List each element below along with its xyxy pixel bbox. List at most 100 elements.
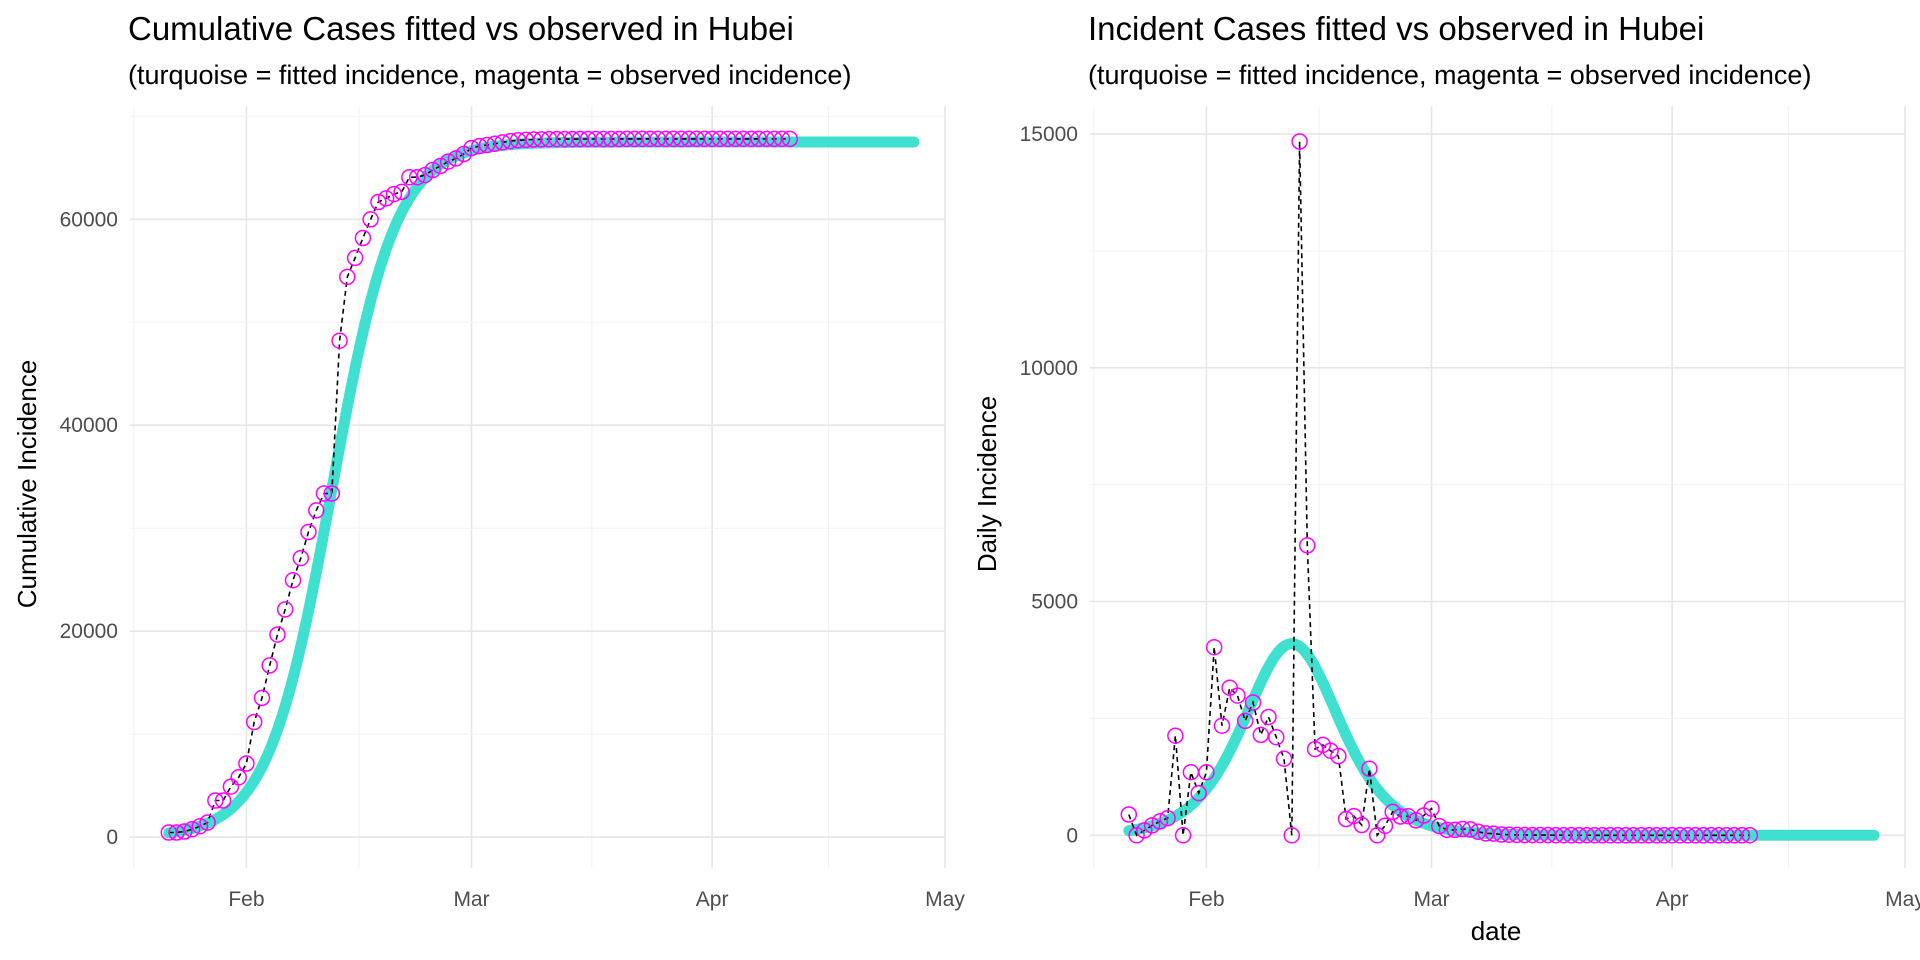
cumulative-panel: Cumulative Cases fitted vs observed in H…: [12, 10, 965, 911]
incident-observed-point: [1120, 806, 1138, 823]
cumulative-y-tick-label: 60000: [60, 208, 118, 231]
cumulative-observed-point: [401, 168, 418, 186]
incident-observed-point: [1268, 728, 1285, 746]
cumulative-observed-connector: [168, 138, 790, 834]
cumulative-observed-point: [323, 485, 341, 502]
incident-observed-point: [1733, 827, 1751, 844]
cumulative-observed-point: [214, 792, 232, 809]
incident-grid: [1090, 106, 1906, 868]
incident-observed-point: [1229, 687, 1246, 704]
incident-observed-point: [1741, 826, 1759, 844]
cumulative-observed-point: [222, 778, 240, 795]
incident-observed-point: [1337, 810, 1355, 828]
cumulative-observed-point: [331, 332, 348, 349]
cumulative-observed-point: [308, 502, 325, 519]
cumulative-observed-point: [300, 523, 317, 541]
cumulative-observed-point: [191, 817, 209, 835]
cumulative-observed-point: [424, 161, 441, 179]
cumulative-observed-series: [160, 130, 799, 841]
cumulative-observed-point: [354, 229, 372, 247]
incident-fitted-line: [1123, 638, 1880, 841]
cumulative-observed-point: [315, 485, 333, 502]
incident-observed-point: [1205, 638, 1223, 656]
cumulative-observed-point: [408, 168, 426, 186]
incident-observed-point: [1143, 817, 1161, 834]
incident-observed-point: [1353, 816, 1370, 834]
incident-y-ticks: 0 5000 10000 15000: [1020, 123, 1078, 847]
cumulative-observed-point: [471, 137, 488, 155]
incident-x-tick-label: May: [1885, 888, 1920, 911]
incident-observed-point: [1283, 827, 1301, 844]
incident-x-ticks: Feb Mar Apr May: [1188, 888, 1920, 911]
incident-observed-point: [1213, 717, 1231, 734]
incident-observed-point: [1423, 800, 1440, 817]
incident-observed-point: [1252, 726, 1270, 744]
cumulative-grid: [130, 106, 946, 868]
cumulative-y-tick-label: 0: [106, 826, 118, 849]
incident-observed-point: [1299, 537, 1316, 554]
incident-chart-subtitle: (turquoise = fitted incidence, magenta =…: [1088, 60, 1811, 90]
cumulative-observed-point: [377, 190, 395, 207]
cumulative-observed-point: [292, 549, 310, 567]
cumulative-observed-point: [478, 136, 496, 154]
incident-observed-point: [1174, 827, 1192, 844]
cumulative-observed-point: [261, 657, 278, 674]
incident-fitted-series: [1123, 638, 1880, 841]
cumulative-observed-point: [176, 823, 193, 840]
incident-observed-point: [1431, 817, 1448, 835]
cumulative-observed-point: [253, 689, 271, 707]
cumulative-y-tick-label: 20000: [60, 620, 118, 643]
incident-observed-point: [1244, 694, 1262, 711]
incident-x-tick-label: Feb: [1188, 888, 1224, 911]
incident-observed-series: [1120, 133, 1759, 844]
cumulative-observed-point: [370, 193, 387, 211]
incident-observed-point: [1190, 784, 1207, 802]
cumulative-observed-point: [385, 185, 403, 203]
incident-observed-point: [1454, 820, 1471, 838]
incident-x-tick-label: Mar: [1413, 888, 1449, 911]
incident-observed-point: [1236, 712, 1254, 730]
incident-chart-title: Incident Cases fitted vs observed in Hub…: [1088, 10, 1704, 47]
incident-observed-point: [1159, 809, 1176, 827]
cumulative-observed-point: [781, 130, 799, 148]
cumulative-y-axis-title: Cumulative Incidence: [12, 360, 42, 609]
cumulative-chart-title: Cumulative Cases fitted vs observed in H…: [128, 10, 794, 47]
cumulative-observed-point: [284, 571, 302, 589]
cumulative-observed-point: [245, 713, 263, 731]
incident-observed-point: [1151, 813, 1169, 830]
incident-x-tick-label: Apr: [1656, 888, 1689, 911]
cumulative-observed-point: [276, 601, 294, 618]
incident-observed-point: [1361, 760, 1378, 778]
incident-x-axis-title: date: [1471, 916, 1522, 946]
cumulative-chart-subtitle: (turquoise = fitted incidence, magenta =…: [128, 60, 851, 90]
incident-observed-connector: [1128, 141, 1750, 838]
incident-observed-point: [1376, 817, 1394, 835]
incident-y-tick-label: 10000: [1020, 357, 1078, 380]
cumulative-fitted-line: [163, 136, 920, 839]
incident-observed-point: [1291, 133, 1308, 150]
cumulative-x-tick-label: May: [925, 888, 965, 911]
cumulative-y-ticks: 0 20000 40000 60000: [60, 208, 118, 849]
incident-y-tick-label: 5000: [1031, 591, 1078, 614]
incident-y-axis-title: Daily Incidence: [972, 396, 1002, 572]
cumulative-observed-point: [447, 150, 465, 167]
incident-observed-point: [1275, 750, 1293, 767]
incident-observed-point: [1260, 708, 1277, 726]
incident-observed-point: [1167, 727, 1184, 744]
cumulative-observed-point: [199, 814, 216, 831]
cumulative-observed-point: [432, 157, 449, 175]
cumulative-observed-point: [207, 792, 224, 809]
cumulative-observed-point: [486, 135, 504, 153]
cumulative-observed-point: [463, 139, 480, 157]
incident-y-tick-label: 15000: [1020, 123, 1078, 146]
cumulative-x-tick-label: Mar: [453, 888, 489, 911]
cumulative-observed-point: [269, 626, 286, 643]
cumulative-observed-point: [339, 268, 356, 286]
cumulative-x-tick-label: Apr: [696, 888, 729, 911]
cumulative-observed-point: [773, 130, 791, 148]
cumulative-x-ticks: Feb Mar Apr May: [228, 888, 965, 911]
cumulative-y-tick-label: 40000: [60, 414, 118, 437]
cumulative-observed-point: [362, 211, 379, 228]
incident-panel: Incident Cases fitted vs observed in Hub…: [972, 10, 1920, 946]
